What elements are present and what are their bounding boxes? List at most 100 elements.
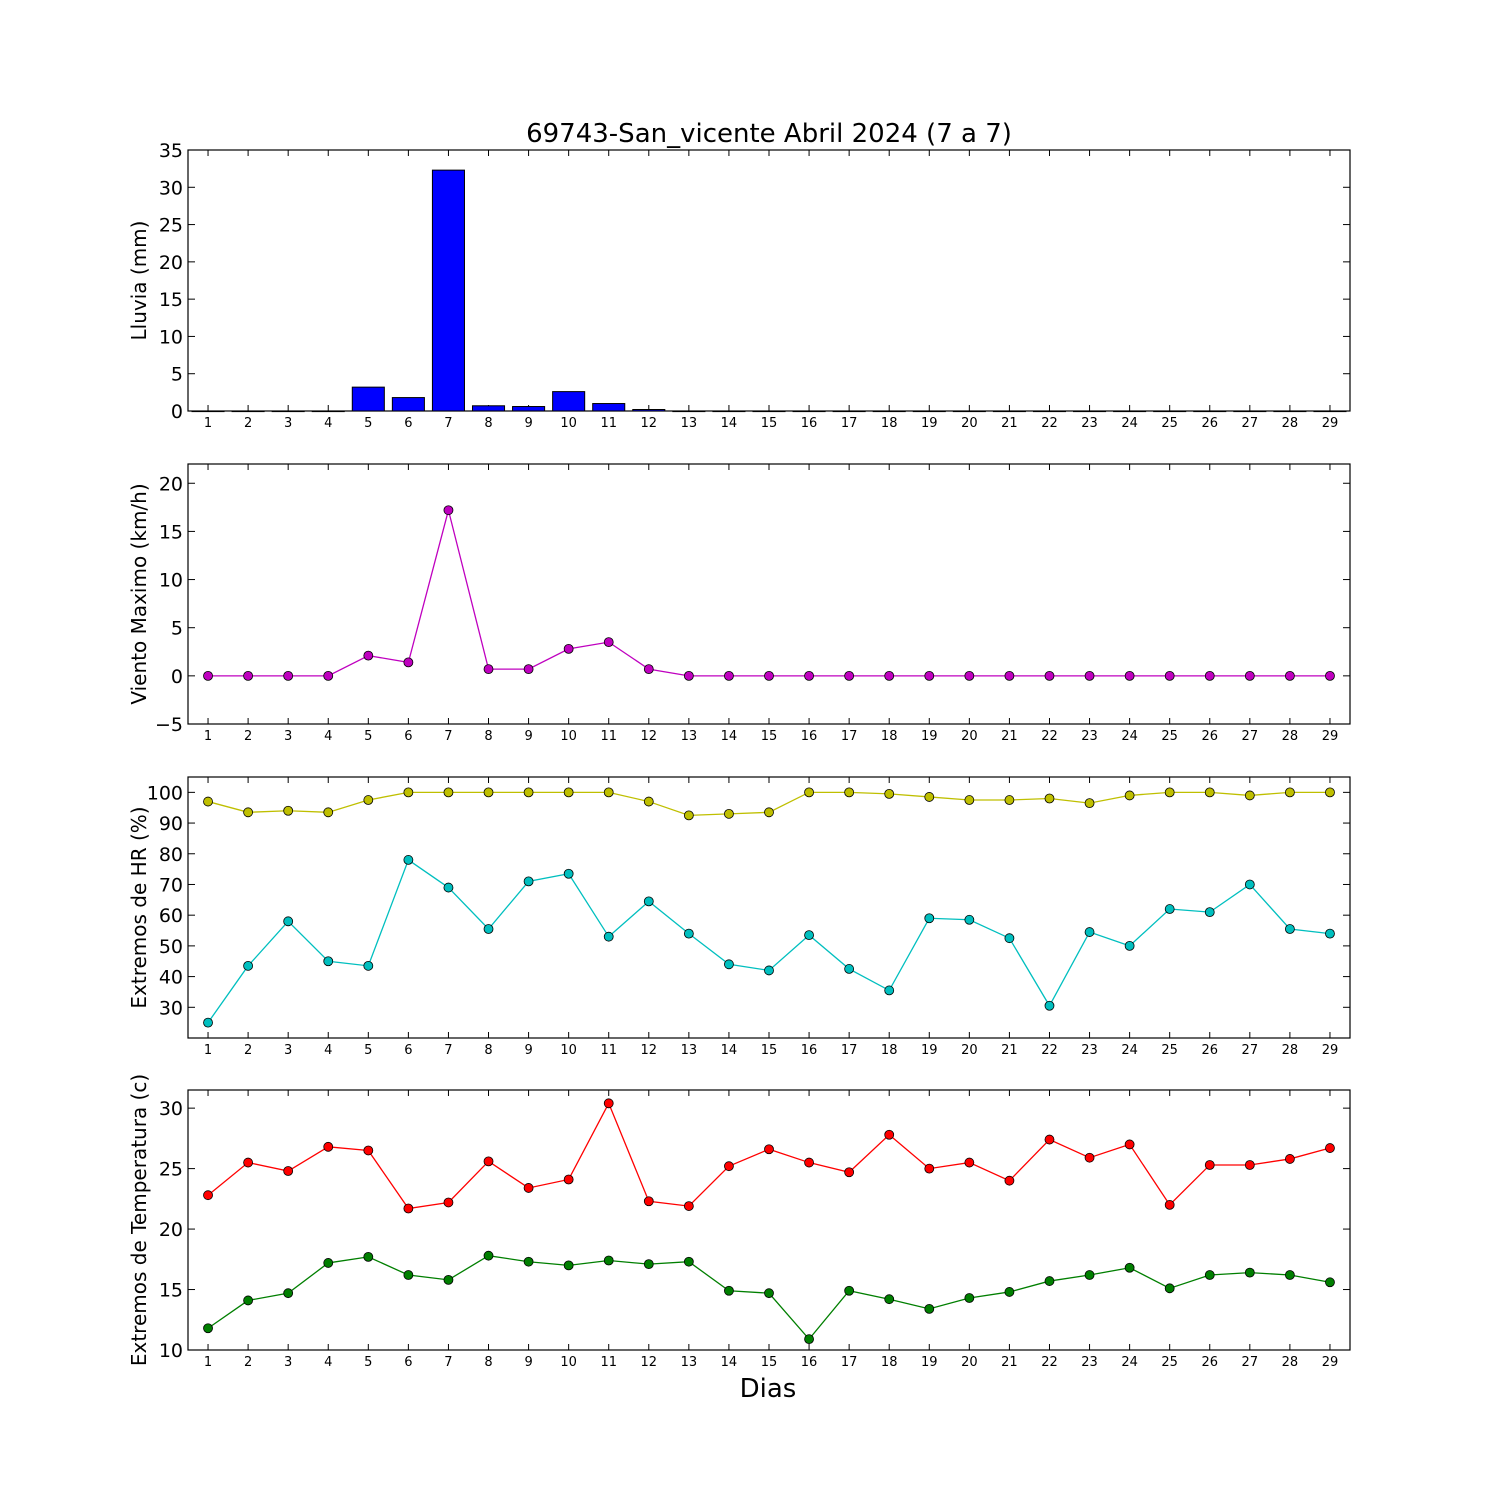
x-tick-label: 14 [721,1355,738,1370]
data-point [203,1323,213,1334]
x-tick-label: 18 [881,1043,898,1058]
data-point [243,670,254,681]
data-point [683,1201,694,1211]
data-point [323,807,334,818]
x-tick-label: 29 [1322,1355,1339,1370]
data-point [1044,1000,1055,1011]
data-point [603,1255,614,1266]
x-tick-label: 3 [284,1043,292,1058]
data-point [603,637,614,648]
data-point [363,1251,374,1262]
data-point [323,670,334,681]
y-tick-label: 90 [159,813,183,835]
data-point [1044,670,1055,681]
data-point [203,796,213,807]
data-point [603,787,614,798]
x-tick-label: 9 [524,416,532,431]
x-tick-label: 4 [324,1043,332,1058]
bar [311,410,345,413]
data-point [1164,670,1175,681]
y-tick-label: 0 [171,666,183,688]
data-point [1325,928,1335,939]
data-point [964,1293,975,1303]
x-tick-label: 4 [324,416,332,431]
x-tick-label: 26 [1201,416,1218,431]
x-tick-label: 19 [921,1043,938,1058]
bar [391,397,425,412]
x-tick-label: 24 [1121,416,1138,431]
data-point [924,1163,935,1174]
x-tick-label: 22 [1041,1043,1058,1058]
data-point [724,1285,734,1296]
data-point [1204,1270,1215,1280]
x-tick-label: 19 [921,1355,938,1370]
data-point [683,928,694,939]
x-tick-label: 7 [444,1355,452,1370]
data-point [683,1256,694,1267]
data-point [683,670,694,681]
data-point [283,670,294,681]
data-point [764,807,774,818]
bar [1233,410,1267,413]
x-tick-label: 2 [244,1043,252,1058]
x-tick-label: 12 [641,1043,658,1058]
x-tick-label: 20 [961,416,978,431]
data-point [563,868,574,879]
bar [792,410,826,413]
data-point [924,913,935,924]
data-point [844,1285,855,1296]
x-tick-label: 19 [921,729,938,744]
bar [752,410,786,413]
data-point [403,1270,414,1280]
x-tick-label: 10 [560,729,577,744]
data-point [1044,1276,1055,1286]
x-tick-label: 27 [1242,416,1259,431]
bar [1193,410,1227,413]
x-tick-label: 21 [1001,1355,1018,1370]
data-point [363,650,374,661]
bar [592,403,626,412]
bar [191,410,225,413]
bar [512,406,546,412]
y-tick-label: 0 [171,401,183,423]
x-tick-label: 29 [1322,1043,1339,1058]
x-tick-label: 8 [484,729,492,744]
data-point [283,1166,294,1176]
y-axis-label: Lluvia (mm) [127,221,151,341]
x-tick-label: 15 [761,729,778,744]
x-tick-label: 29 [1322,729,1339,744]
x-tick-label: 10 [560,1043,577,1058]
y-tick-label: 20 [159,473,183,495]
x-tick-label: 6 [404,729,412,744]
x-tick-label: 14 [721,416,738,431]
x-tick-label: 7 [444,416,452,431]
data-point [643,796,654,807]
data-point [323,1141,334,1152]
x-tick-label: 10 [560,1355,577,1370]
data-point [924,670,935,681]
bar [1153,410,1187,413]
x-tick-label: 3 [284,729,292,744]
y-tick-label: 5 [171,364,183,386]
x-tick-label: 5 [364,1043,372,1058]
x-tick-label: 15 [761,1355,778,1370]
x-tick-label: 19 [921,416,938,431]
x-tick-label: 3 [284,1355,292,1370]
x-tick-label: 6 [404,1355,412,1370]
x-tick-label: 23 [1081,1043,1098,1058]
data-point [884,1129,895,1140]
data-point [443,1274,454,1285]
y-tick-label: 25 [159,1159,183,1181]
data-point [483,1156,494,1167]
x-tick-label: 28 [1282,729,1299,744]
data-point [844,964,855,974]
data-point [884,788,895,799]
x-tick-label: 15 [761,1043,778,1058]
data-point [1325,1143,1335,1153]
x-tick-label: 28 [1282,1043,1299,1058]
data-point [1084,798,1095,808]
data-point [1284,670,1295,681]
data-point [1204,907,1215,918]
y-tick-label: 35 [159,140,183,162]
data-point [1084,927,1095,937]
